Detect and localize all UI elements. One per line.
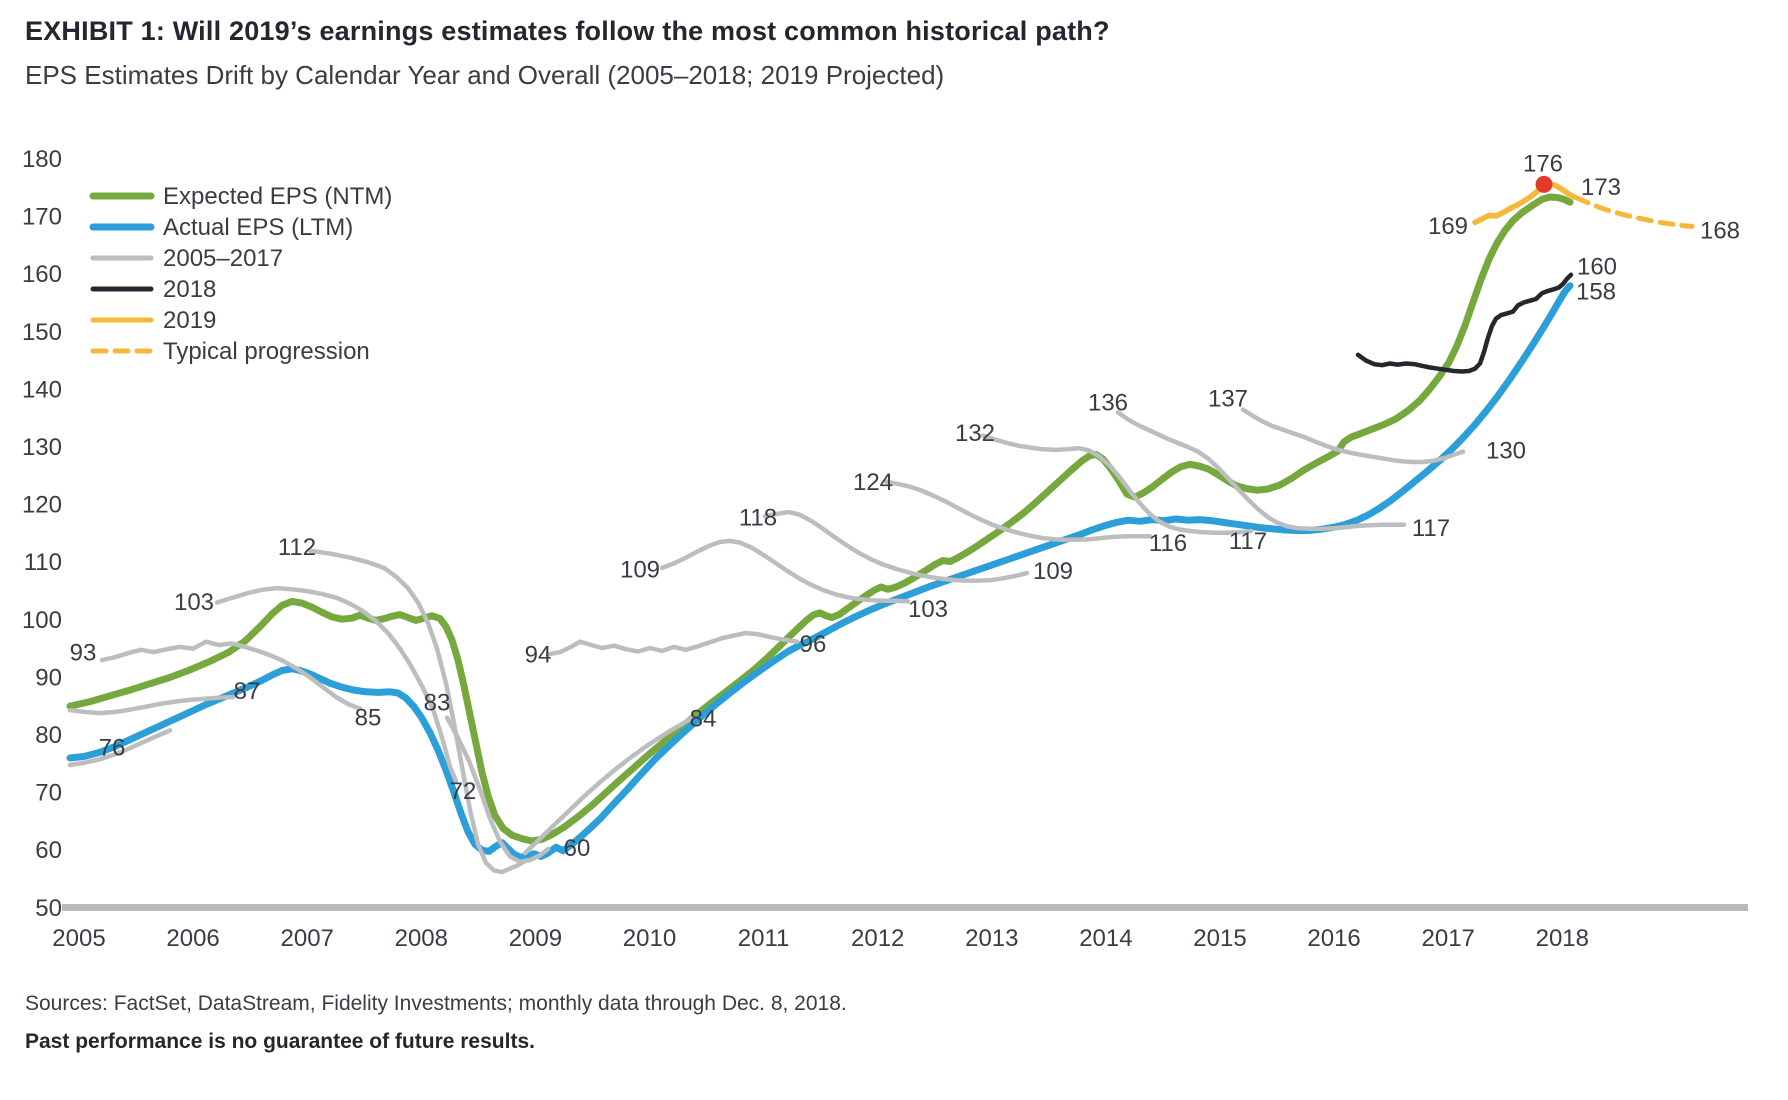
x-axis-year-label: 2005 xyxy=(52,925,105,952)
data-label: 85 xyxy=(355,705,382,732)
series-typical-progression xyxy=(1573,195,1695,229)
series-calendar-year-path-12 xyxy=(1115,410,1407,532)
y-axis-tick-label: 110 xyxy=(24,549,62,576)
data-label: 118 xyxy=(739,504,777,531)
x-axis-year-label: 2014 xyxy=(1079,925,1132,952)
y-axis-tick-label: 170 xyxy=(22,204,62,231)
y-axis-tick-label: 60 xyxy=(35,837,62,864)
data-label: 60 xyxy=(564,835,591,862)
y-axis-tick-label: 140 xyxy=(22,376,62,403)
data-label: 93 xyxy=(70,640,97,667)
x-axis-year-label: 2007 xyxy=(281,925,334,952)
performance-disclaimer: Past performance is no guarantee of futu… xyxy=(25,1030,535,1053)
peak-marker-dot xyxy=(1535,175,1553,193)
series-calendar-year-path-13 xyxy=(1240,407,1466,465)
x-axis-year-label: 2018 xyxy=(1536,925,1589,952)
x-axis-year-label: 2008 xyxy=(395,925,448,952)
x-axis-year-label: 2015 xyxy=(1193,925,1246,952)
series-calendar-year-path-8 xyxy=(659,538,911,604)
legend-label-3: 2018 xyxy=(163,276,216,303)
legend-label-5: Typical progression xyxy=(163,338,370,365)
chart-subtitle: EPS Estimates Drift by Calendar Year and… xyxy=(25,60,945,90)
y-axis-tick-label: 180 xyxy=(22,146,62,173)
series-calendar-year-path-3 xyxy=(214,585,459,784)
data-label: 158 xyxy=(1576,278,1616,305)
data-label: 160 xyxy=(1577,254,1617,281)
series-expected-eps-ntm xyxy=(66,193,1574,845)
data-label: 103 xyxy=(908,596,948,623)
series-calendar-year-path-6 xyxy=(522,715,695,856)
data-label: 94 xyxy=(525,641,552,668)
data-label: 169 xyxy=(1428,213,1468,240)
series-calendar-year-path-5 xyxy=(444,715,551,864)
data-label: 117 xyxy=(1229,528,1267,555)
data-label: 83 xyxy=(424,690,451,717)
series-calendar-year-path-9 xyxy=(762,509,1030,583)
x-axis-year-label: 2006 xyxy=(166,925,219,952)
data-label: 136 xyxy=(1088,390,1128,417)
series-calendar-year-path-1 xyxy=(67,694,236,716)
data-label: 168 xyxy=(1700,217,1740,244)
y-axis-tick-label: 70 xyxy=(35,780,62,807)
x-axis-year-label: 2009 xyxy=(509,925,562,952)
legend-label-0: Expected EPS (NTM) xyxy=(163,183,392,210)
data-label: 137 xyxy=(1208,386,1248,413)
data-label: 112 xyxy=(278,534,316,561)
sources-note: Sources: FactSet, DataStream, Fidelity I… xyxy=(25,992,847,1015)
series-calendar-year-path-11 xyxy=(980,433,1254,536)
series-calendar-year-path-2 xyxy=(99,639,363,711)
y-axis-tick-label: 150 xyxy=(22,319,62,346)
legend-label-2: 2005–2017 xyxy=(163,245,283,272)
x-axis-line xyxy=(62,904,1748,911)
series-calendar-year-path-4 xyxy=(307,548,529,875)
data-label: 87 xyxy=(234,678,261,705)
series-actual-eps-ltm xyxy=(66,282,1574,861)
x-axis-year-label: 2016 xyxy=(1307,925,1360,952)
series-calendar-year-path-10 xyxy=(883,479,1153,542)
y-axis-tick-label: 80 xyxy=(35,722,62,749)
series-calendar-year-path-0 xyxy=(67,728,173,768)
y-axis-tick-label: 90 xyxy=(35,664,62,691)
y-axis-tick-label: 50 xyxy=(35,895,62,922)
data-label: 124 xyxy=(853,469,893,496)
data-label: 84 xyxy=(690,705,717,732)
data-label: 130 xyxy=(1486,437,1526,464)
y-axis-tick-label: 160 xyxy=(22,261,62,288)
data-label: 96 xyxy=(800,631,827,658)
data-label: 116 xyxy=(1149,530,1187,557)
data-label: 117 xyxy=(1412,515,1450,542)
x-axis-year-label: 2010 xyxy=(623,925,676,952)
series-calendar-year-path-7 xyxy=(545,630,800,657)
series-2018 xyxy=(1355,272,1574,374)
x-axis-year-label: 2011 xyxy=(738,925,790,952)
data-label: 109 xyxy=(1033,558,1073,585)
y-axis-tick-label: 120 xyxy=(22,492,62,519)
x-axis-year-label: 2017 xyxy=(1422,925,1475,952)
y-axis-tick-label: 130 xyxy=(22,434,62,461)
data-label: 173 xyxy=(1581,174,1621,201)
y-axis-tick-label: 100 xyxy=(22,607,62,634)
data-label: 72 xyxy=(450,778,477,805)
data-label: 109 xyxy=(620,557,660,584)
legend-label-1: Actual EPS (LTM) xyxy=(163,214,353,241)
x-axis-year-label: 2013 xyxy=(965,925,1018,952)
x-axis-year-label: 2012 xyxy=(851,925,904,952)
data-label: 103 xyxy=(174,589,214,616)
data-label: 132 xyxy=(955,420,995,447)
legend-label-4: 2019 xyxy=(163,307,216,334)
data-label: 176 xyxy=(1523,151,1563,178)
data-label: 76 xyxy=(99,735,126,762)
page-title: EXHIBIT 1: Will 2019’s earnings estimate… xyxy=(25,16,1110,46)
series-2019 xyxy=(1472,181,1577,226)
